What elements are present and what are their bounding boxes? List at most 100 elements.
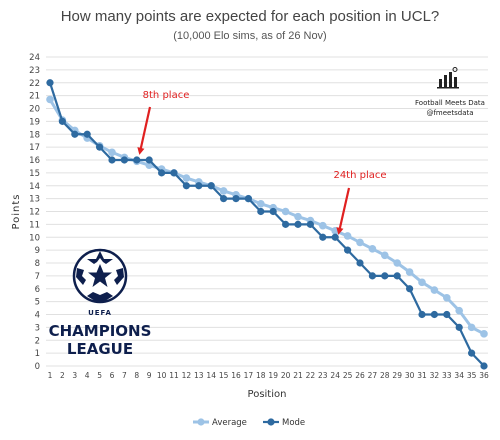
legend-marker-average	[197, 418, 205, 426]
x-tick-label: 18	[256, 371, 266, 380]
data-point-mode	[220, 195, 228, 203]
data-point-mode	[331, 233, 339, 241]
x-tick-label: 6	[110, 371, 115, 380]
x-tick-label: 7	[122, 371, 127, 380]
data-point-average	[467, 323, 476, 332]
y-tick-label: 6	[35, 285, 40, 295]
y-tick-label: 16	[29, 156, 40, 166]
x-tick-label: 23	[318, 371, 328, 380]
data-point-mode	[108, 156, 116, 164]
data-point-mode	[145, 156, 153, 164]
data-point-mode	[257, 207, 265, 216]
x-tick-label: 14	[206, 371, 216, 380]
credit-name: Football Meets Data	[415, 99, 485, 107]
data-point-mode	[356, 259, 364, 267]
data-point-average	[368, 245, 377, 253]
logo-line2-text: LEAGUE	[66, 340, 134, 358]
y-tick-label: 1	[35, 349, 40, 359]
legend-label-average: Average	[212, 418, 247, 428]
data-point-mode	[83, 130, 91, 138]
data-point-mode	[158, 169, 166, 177]
y-tick-label: 4	[35, 311, 40, 321]
x-tick-label: 21	[293, 371, 303, 380]
credit-block: Football Meets Data @fmeetsdata	[405, 98, 495, 118]
x-tick-label: 4	[85, 371, 90, 380]
y-tick-label: 9	[35, 246, 40, 256]
chart-title: How many points are expected for each po…	[60, 8, 440, 25]
data-point-average	[108, 148, 116, 157]
data-point-mode	[71, 130, 79, 138]
data-point-mode	[294, 220, 302, 228]
legend-label-mode: Mode	[282, 418, 305, 428]
data-point-mode	[269, 207, 277, 216]
x-tick-label: 29	[392, 371, 402, 380]
x-tick-label: 16	[231, 371, 241, 380]
x-tick-label: 27	[368, 371, 378, 380]
data-point-average	[480, 330, 488, 338]
annotation-arrow-head	[336, 227, 344, 235]
y-tick-label: 24	[29, 53, 40, 63]
data-point-average	[319, 221, 327, 230]
x-tick-label: 19	[268, 371, 278, 380]
data-point-mode	[182, 182, 190, 190]
data-point-mode	[468, 349, 476, 357]
data-point-average	[219, 187, 228, 195]
data-point-mode	[319, 233, 327, 241]
data-point-average	[418, 278, 426, 287]
data-point-mode	[46, 79, 54, 87]
data-point-average	[430, 286, 439, 294]
legend: Average Mode	[193, 418, 305, 428]
data-point-average	[182, 174, 191, 182]
annotation-arrow-line	[138, 106, 152, 153]
data-point-mode	[381, 272, 389, 280]
x-tick-label: 30	[405, 371, 415, 380]
data-point-mode	[430, 310, 438, 319]
data-point-mode	[393, 272, 401, 280]
y-tick-label: 23	[29, 66, 40, 76]
data-point-mode	[282, 220, 290, 228]
y-tick-label: 12	[29, 208, 40, 218]
chart-subtitle: (10,000 Elo sims, as of 26 Nov)	[173, 30, 327, 42]
y-tick-label: 20	[29, 105, 40, 115]
x-tick-label: 5	[97, 371, 102, 380]
y-tick-label: 15	[29, 169, 40, 179]
x-tick-label: 20	[281, 371, 291, 380]
annotation-arrow-line	[337, 187, 351, 233]
x-tick-label: 10	[157, 371, 167, 380]
data-point-average	[343, 232, 352, 240]
x-tick-label: 24	[330, 371, 340, 380]
logo-line1-text: CHAMPIONS	[48, 322, 152, 340]
data-point-mode	[133, 156, 141, 164]
data-point-average	[257, 199, 265, 208]
x-tick-label: 22	[306, 371, 316, 380]
y-tick-label: 13	[29, 195, 40, 205]
annotation-arrow-head	[137, 147, 145, 155]
x-tick-label: 35	[467, 371, 477, 380]
credit-handle: @fmeetsdata	[426, 109, 474, 117]
axes: 0123456789101112131415161718192021222324…	[11, 53, 489, 400]
legend-marker-mode	[267, 418, 275, 426]
x-tick-label: 36	[479, 371, 489, 380]
x-tick-label: 13	[194, 371, 204, 380]
y-tick-label: 7	[35, 272, 40, 282]
y-tick-label: 3	[35, 323, 40, 333]
x-tick-label: 33	[442, 371, 452, 380]
x-axis-label: Position	[248, 389, 287, 400]
series-mode	[46, 79, 488, 370]
data-point-mode	[480, 362, 488, 370]
bar-chart-icon	[437, 67, 459, 89]
y-tick-label: 17	[29, 143, 40, 153]
y-tick-label: 18	[29, 130, 40, 140]
x-tick-label: 1	[48, 371, 53, 380]
data-point-average	[381, 251, 389, 260]
x-tick-label: 26	[355, 371, 365, 380]
champions-league-starball-icon	[72, 248, 128, 304]
x-tick-label: 12	[182, 371, 192, 380]
x-tick-label: 15	[219, 371, 229, 380]
data-point-mode	[195, 182, 203, 190]
data-point-average	[393, 259, 402, 267]
data-point-mode	[344, 246, 352, 254]
data-point-mode	[244, 195, 252, 203]
